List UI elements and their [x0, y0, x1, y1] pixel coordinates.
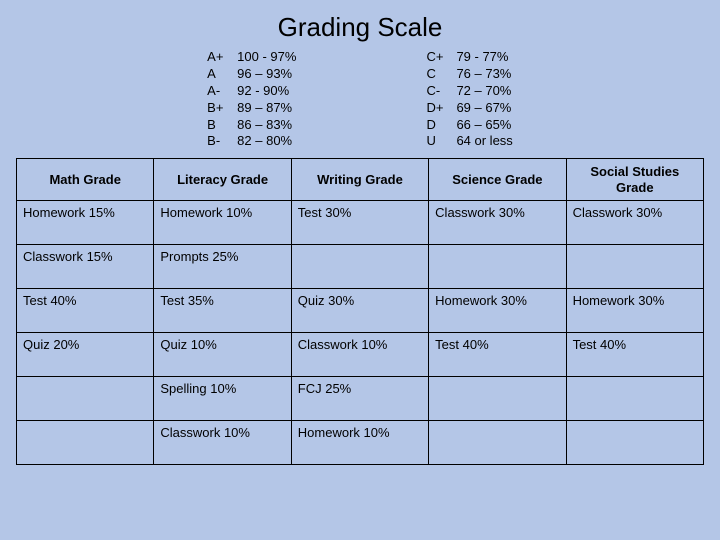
grade-scale: A+ 100 - 97% A 96 – 93% A- 92 - 90% B+ 8… — [16, 49, 704, 150]
table-cell — [429, 421, 566, 465]
scale-range: 76 – 73% — [456, 66, 512, 83]
table-cell: Homework 30% — [429, 289, 566, 333]
scale-label: B+ — [207, 100, 235, 117]
col-header: Literacy Grade — [154, 159, 291, 201]
table-cell: Homework 30% — [566, 289, 703, 333]
table-row: Spelling 10% FCJ 25% — [17, 377, 704, 421]
table-cell: Homework 10% — [291, 421, 428, 465]
table-cell: Homework 10% — [154, 201, 291, 245]
table-cell — [291, 245, 428, 289]
table-cell: Classwork 30% — [429, 201, 566, 245]
table-cell: Quiz 10% — [154, 333, 291, 377]
table-cell: Spelling 10% — [154, 377, 291, 421]
scale-label: D — [426, 117, 454, 134]
table-cell: Classwork 15% — [17, 245, 154, 289]
table-cell: Test 40% — [566, 333, 703, 377]
scale-label: U — [426, 133, 454, 150]
grade-scale-right: C+ 79 - 77% C 76 – 73% C- 72 – 70% D+ 69… — [426, 49, 512, 150]
table-cell — [429, 377, 566, 421]
scale-range: 72 – 70% — [456, 83, 512, 100]
scale-label: A- — [207, 83, 235, 100]
col-header: Social Studies Grade — [566, 159, 703, 201]
table-row: Classwork 10% Homework 10% — [17, 421, 704, 465]
table-cell: Test 30% — [291, 201, 428, 245]
scale-label: A+ — [207, 49, 235, 66]
scale-range: 86 – 83% — [237, 117, 296, 134]
table-row: Test 40% Test 35% Quiz 30% Homework 30% … — [17, 289, 704, 333]
table-row: Quiz 20% Quiz 10% Classwork 10% Test 40%… — [17, 333, 704, 377]
table-cell: Prompts 25% — [154, 245, 291, 289]
scale-label: C+ — [426, 49, 454, 66]
table-cell: Test 40% — [429, 333, 566, 377]
table-cell — [17, 421, 154, 465]
col-header: Science Grade — [429, 159, 566, 201]
table-row: Classwork 15% Prompts 25% — [17, 245, 704, 289]
table-cell: FCJ 25% — [291, 377, 428, 421]
grades-table-body: Homework 15% Homework 10% Test 30% Class… — [17, 201, 704, 465]
scale-range: 96 – 93% — [237, 66, 296, 83]
scale-label: A — [207, 66, 235, 83]
scale-label: B — [207, 117, 235, 134]
scale-label: C — [426, 66, 454, 83]
table-cell: Classwork 10% — [154, 421, 291, 465]
table-cell: Homework 15% — [17, 201, 154, 245]
scale-range: 79 - 77% — [456, 49, 512, 66]
table-cell: Test 40% — [17, 289, 154, 333]
table-cell: Classwork 10% — [291, 333, 428, 377]
scale-label: B- — [207, 133, 235, 150]
table-cell: Quiz 20% — [17, 333, 154, 377]
table-row: Homework 15% Homework 10% Test 30% Class… — [17, 201, 704, 245]
scale-range: 89 – 87% — [237, 100, 296, 117]
table-cell — [566, 421, 703, 465]
table-cell — [17, 377, 154, 421]
page-title: Grading Scale — [16, 12, 704, 43]
table-cell: Test 35% — [154, 289, 291, 333]
table-cell: Classwork 30% — [566, 201, 703, 245]
grade-scale-left: A+ 100 - 97% A 96 – 93% A- 92 - 90% B+ 8… — [207, 49, 296, 150]
scale-label: C- — [426, 83, 454, 100]
scale-range: 100 - 97% — [237, 49, 296, 66]
table-cell — [566, 377, 703, 421]
grading-scale-page: Grading Scale A+ 100 - 97% A 96 – 93% A-… — [0, 0, 720, 540]
col-header: Math Grade — [17, 159, 154, 201]
scale-range: 66 – 65% — [456, 117, 512, 134]
table-header-row: Math Grade Literacy Grade Writing Grade … — [17, 159, 704, 201]
scale-range: 92 - 90% — [237, 83, 296, 100]
scale-range: 69 – 67% — [456, 100, 512, 117]
table-cell — [566, 245, 703, 289]
grades-table: Math Grade Literacy Grade Writing Grade … — [16, 158, 704, 465]
scale-range: 64 or less — [456, 133, 512, 150]
col-header: Writing Grade — [291, 159, 428, 201]
scale-range: 82 – 80% — [237, 133, 296, 150]
scale-label: D+ — [426, 100, 454, 117]
table-cell — [429, 245, 566, 289]
table-cell: Quiz 30% — [291, 289, 428, 333]
